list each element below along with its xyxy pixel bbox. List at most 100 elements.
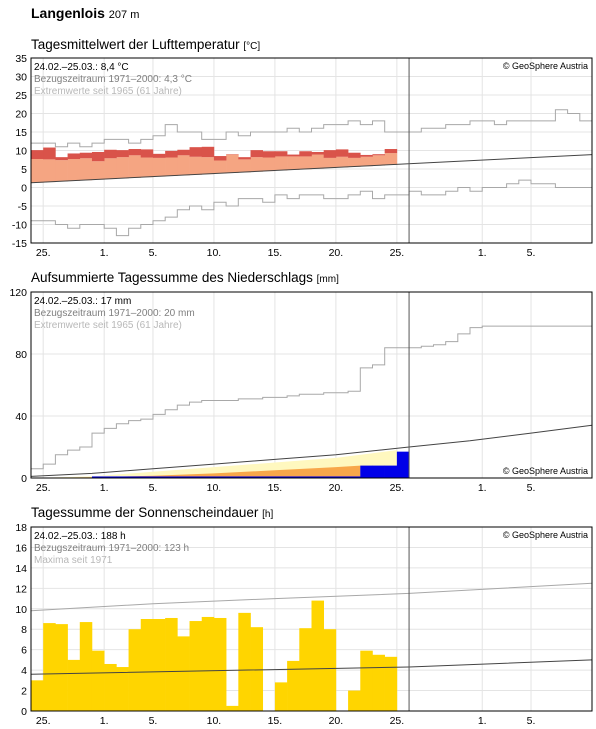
temp-band-upper [91,151,105,162]
sun-bar [274,682,288,711]
temp-band-lower [91,161,105,180]
temp-band-lower [177,155,190,176]
precip-current-step [335,476,349,478]
legend-line: Maxima seit 1971 [34,555,113,566]
sun-bar [201,616,215,711]
sun-bar [226,705,239,711]
temp-band-upper [262,151,276,158]
precip-current-step [213,476,227,478]
y-tick-label: 40 [15,411,27,423]
temp-band-lower [348,157,361,167]
x-tick-label: 1. [478,247,487,259]
temp-band-lower [238,159,251,173]
precip-current-step [177,476,190,478]
temp-band-lower [360,156,373,167]
temp-band-upper [104,149,117,159]
precipitation-title: Aufsummierte Tagessumme des Niederschlag… [31,270,313,285]
sun-bar [55,624,68,711]
precip-current-step [165,476,178,478]
y-tick-label: 6 [21,645,27,657]
y-tick-label: -15 [12,238,27,250]
station-title: Langenlois 207 m [31,5,139,21]
precip-current-step [91,476,105,478]
temperature-unit: [°C] [243,41,261,52]
x-tick-label: 20. [329,715,344,727]
temp-band-upper [238,157,251,160]
x-tick-label: 25. [390,482,405,494]
temp-band-lower [323,157,337,169]
sun-bar [67,659,81,711]
temp-band-upper [140,149,154,158]
temp-band-lower [152,157,166,177]
legend-line: Bezugszeitraum 1971–2000: 123 h [34,543,189,554]
sun-bar [116,667,129,711]
sun-bar [43,623,56,711]
temp-band-upper [177,149,190,156]
precip-current-step [128,476,142,478]
legend-line: 24.02.–25.03.: 188 h [34,531,126,542]
y-tick-label: -5 [18,201,27,213]
x-tick-label: 25. [390,715,405,727]
x-tick-label: 10. [207,715,222,727]
sun-bar [384,656,398,711]
sun-bar [287,660,300,711]
temp-band-lower [250,157,264,172]
y-tick-label: 12 [15,583,27,595]
extreme-max-line [31,325,592,470]
sun-bar [323,629,337,711]
legend-line: 24.02.–25.03.: 8,4 °C [34,62,129,73]
temp-band-upper [201,146,215,158]
temp-band-upper [152,153,166,158]
legend-line: Extremwerte seit 1965 (61 Jahre) [34,320,182,331]
sun-bar [238,612,251,711]
sun-bar [31,680,44,711]
precip-current-step [226,476,239,478]
y-tick-label: 10 [15,604,27,616]
y-tick-label: 80 [15,349,27,361]
extreme-min-line [31,179,592,237]
sun-bar [360,650,373,711]
y-tick-label: 30 [15,72,27,84]
temp-band-upper [116,150,129,158]
temp-band-upper [128,149,142,156]
temp-band-lower [299,156,312,170]
y-tick-label: 120 [9,287,27,299]
precip-current-step [262,476,276,478]
temp-band-upper [79,152,93,159]
x-tick-label: 1. [100,247,109,259]
x-tick-label: 15. [268,715,283,727]
y-tick-label: 14 [15,563,27,575]
temp-band-upper [43,147,56,160]
plot-frame [30,526,593,712]
temp-band-lower [67,159,81,181]
mean-line [30,154,593,184]
x-tick-label: 5. [527,247,536,259]
temp-band-lower [189,156,203,175]
x-tick-label: 15. [268,247,283,259]
y-tick-label: 20 [15,109,27,121]
legend-line: Bezugszeitraum 1971–2000: 20 mm [34,308,195,319]
temp-band-upper [335,149,349,157]
mean-line [30,424,593,477]
max-line [30,582,593,612]
temperature-chart: -15 -10 -5 0 5 10 15 20 25 30 35 25. 1. 5. 10. 15. 20. 25… [12,53,593,259]
temp-band-upper [31,150,44,160]
sunshine-chart: 0 2 4 6 8 10 12 14 16 18 25. 1. 5. 10. 15. 20. 25. 1. 5. 24… [15,522,593,727]
legend-line: 24.02.–25.03.: 17 mm [34,296,131,307]
temp-band-lower [104,158,117,180]
y-tick-label: 35 [15,53,27,65]
temp-band-lower [140,157,154,178]
temperature-title: Tagesmittelwert der Lufttemperatur [31,37,240,52]
sun-bar [104,663,117,711]
extreme-max-line [31,109,592,148]
plot-frame [30,57,593,244]
temp-band-lower [55,160,68,182]
x-tick-label: 20. [329,247,344,259]
sun-bar [91,650,105,711]
x-tick-label: 5. [527,482,536,494]
x-tick-label: 5. [149,247,158,259]
sun-bar [250,627,264,711]
precip-current-step [384,465,398,478]
y-tick-label: 16 [15,542,27,554]
